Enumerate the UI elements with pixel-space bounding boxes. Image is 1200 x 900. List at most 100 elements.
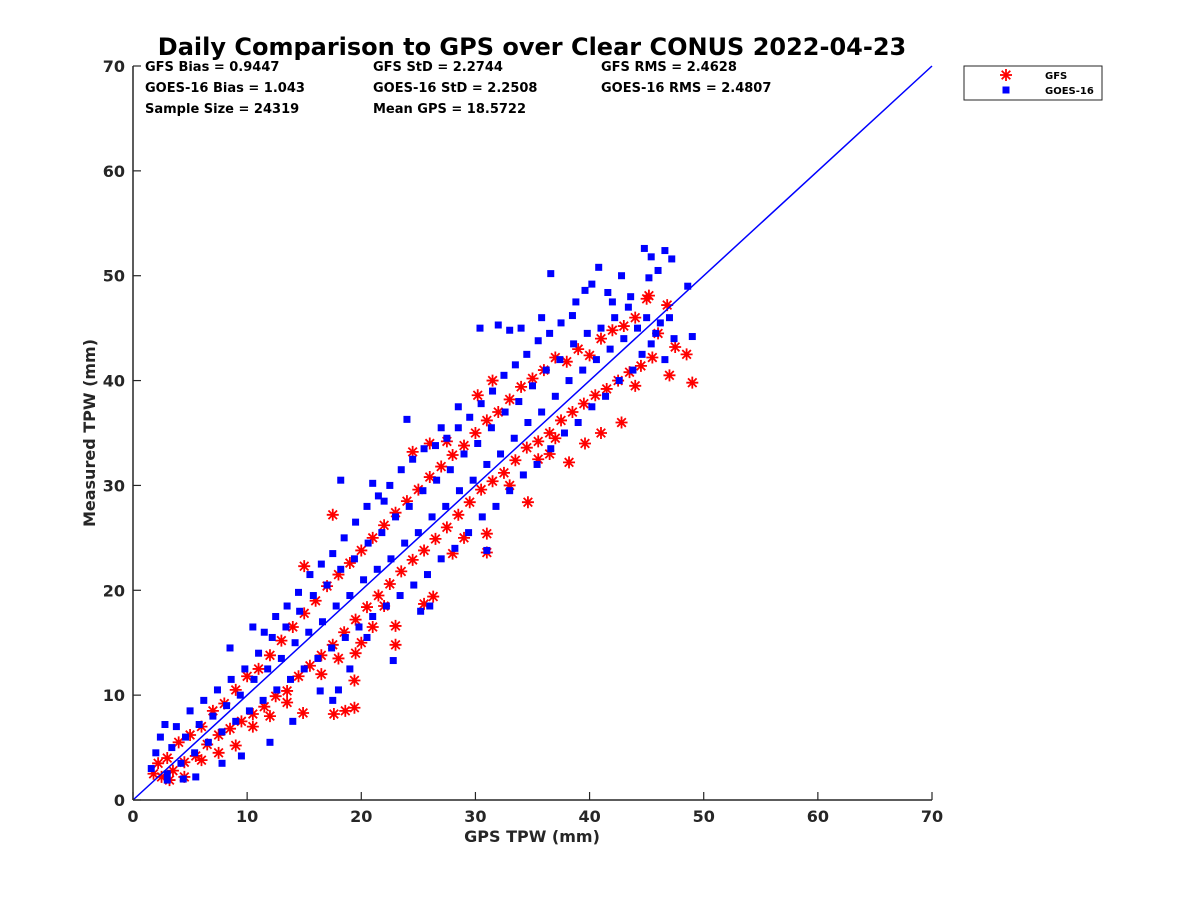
- stat-goes16-rms: GOES-16 RMS = 2.4807: [601, 81, 771, 96]
- stats-annotations: GFS Bias = 0.9447 GFS StD = 2.2744 GFS R…: [145, 60, 771, 117]
- series-goes16: [147, 244, 696, 784]
- goes16-point: [534, 337, 542, 345]
- gfs-point: [543, 447, 556, 460]
- gfs-point: [395, 565, 408, 578]
- goes16-point: [474, 439, 482, 447]
- gfs-point: [549, 351, 562, 364]
- goes16-point: [204, 738, 212, 746]
- goes16-point: [455, 487, 463, 495]
- goes16-point: [337, 476, 345, 484]
- goes16-point: [191, 749, 199, 757]
- goes16-point: [161, 721, 169, 729]
- gfs-point: [549, 432, 562, 445]
- gfs-point: [229, 683, 242, 696]
- x-ticks: 0 10 20 30 40 50 60 70: [127, 792, 943, 826]
- y-tick-label: 70: [103, 57, 125, 76]
- goes16-point: [515, 398, 523, 406]
- goes16-point: [501, 408, 509, 416]
- goes16-point: [296, 607, 304, 615]
- goes16-point: [323, 581, 331, 589]
- goes16-point: [487, 424, 495, 432]
- gfs-point: [332, 568, 345, 581]
- goes16-point: [426, 602, 434, 610]
- goes16-point: [627, 293, 635, 301]
- gfs-point: [349, 613, 362, 626]
- x-tick-label: 50: [693, 807, 715, 826]
- x-tick-label: 30: [464, 807, 486, 826]
- gfs-point: [412, 483, 425, 496]
- gfs-point: [303, 659, 316, 672]
- goes16-point: [638, 350, 646, 358]
- goes16-point: [442, 502, 450, 510]
- legend-goes16-marker: [1002, 86, 1010, 94]
- gfs-point: [423, 437, 436, 450]
- gfs-point: [480, 414, 493, 427]
- gfs-point: [281, 684, 294, 697]
- gfs-point: [297, 706, 310, 719]
- goes16-point: [255, 649, 263, 657]
- gfs-point: [229, 739, 242, 752]
- gfs-point: [366, 620, 379, 633]
- goes16-point: [341, 633, 349, 641]
- goes16-point: [340, 534, 348, 542]
- gfs-point: [563, 456, 576, 469]
- gfs-point: [406, 445, 419, 458]
- goes16-point: [572, 298, 580, 306]
- goes16-point: [396, 592, 404, 600]
- gfs-point: [429, 532, 442, 545]
- gfs-point: [503, 393, 516, 406]
- gfs-point: [281, 696, 294, 709]
- gfs-point: [629, 311, 642, 324]
- goes16-point: [565, 377, 573, 385]
- goes16-point: [291, 639, 299, 647]
- gfs-point: [446, 547, 459, 560]
- gfs-point: [195, 754, 208, 767]
- gfs-point: [497, 466, 510, 479]
- gfs-point: [492, 406, 505, 419]
- goes16-point: [410, 581, 418, 589]
- goes16-point: [634, 324, 642, 332]
- goes16-point: [466, 413, 474, 421]
- gfs-point: [440, 521, 453, 534]
- gfs-point: [206, 704, 219, 717]
- goes16-point: [583, 329, 591, 337]
- y-axis-label: Measured TPW (mm): [80, 339, 99, 527]
- gfs-point: [423, 471, 436, 484]
- goes16-point: [476, 324, 484, 332]
- gfs-point: [526, 372, 539, 385]
- gfs-point: [348, 674, 361, 687]
- gfs-point: [212, 746, 225, 759]
- goes16-point: [401, 539, 409, 547]
- gfs-point: [594, 427, 607, 439]
- gfs-point: [566, 406, 579, 419]
- gfs-point: [252, 662, 265, 675]
- goes16-point: [523, 350, 531, 358]
- goes16-point: [287, 675, 295, 683]
- legend-gfs-marker: [1000, 69, 1012, 81]
- goes16-point: [560, 429, 568, 437]
- goes16-point: [579, 366, 587, 374]
- gfs-point: [275, 634, 288, 647]
- gfs-point: [475, 483, 488, 496]
- goes16-point: [186, 707, 194, 715]
- legend-box: [963, 65, 1103, 101]
- gfs-point: [606, 324, 619, 337]
- stat-sample-size: Sample Size = 24319: [145, 102, 299, 117]
- gfs-point: [372, 589, 385, 602]
- gfs-point: [469, 427, 482, 439]
- gfs-point: [532, 453, 545, 466]
- goes16-point: [289, 717, 297, 725]
- goes16-point: [409, 455, 417, 463]
- goes16-point: [570, 340, 578, 348]
- goes16-point: [156, 733, 164, 741]
- goes16-point: [209, 712, 217, 720]
- goes16-point: [306, 571, 314, 579]
- goes16-point: [236, 691, 244, 699]
- gfs-point: [292, 670, 305, 683]
- goes16-point: [329, 696, 337, 704]
- gfs-point: [269, 690, 282, 703]
- goes16-point: [266, 738, 274, 746]
- goes16-point: [506, 326, 514, 334]
- goes16-point: [592, 356, 600, 364]
- gfs-point: [629, 379, 642, 392]
